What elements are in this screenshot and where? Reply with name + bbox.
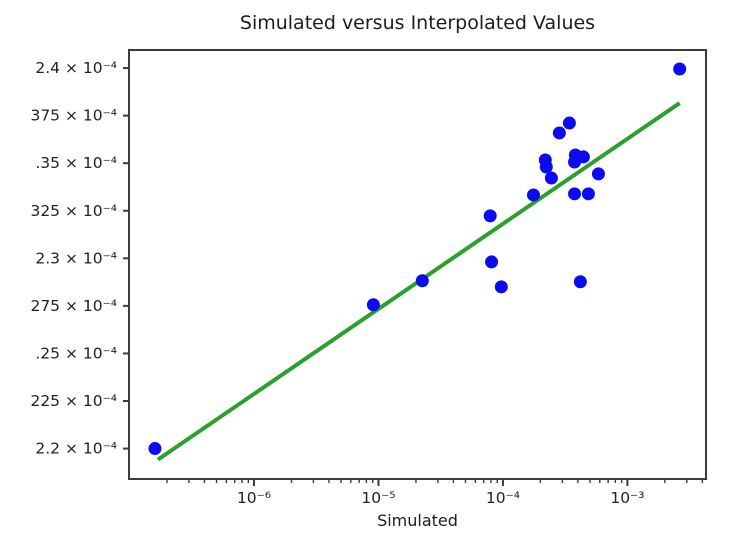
data-point <box>568 187 582 201</box>
data-point <box>485 255 499 269</box>
y-tick-label: 325 × 10⁻⁴ <box>30 202 117 220</box>
data-point <box>539 160 553 174</box>
data-point <box>415 274 429 288</box>
data-point <box>544 171 558 185</box>
data-point <box>148 442 162 456</box>
data-point <box>673 62 687 76</box>
data-point <box>591 167 605 181</box>
y-tick-label: .35 × 10⁻⁴ <box>35 154 117 172</box>
y-tick-label: .25 × 10⁻⁴ <box>35 344 117 362</box>
plot-border <box>128 49 707 480</box>
x-axis-label: Simulated <box>377 511 458 530</box>
x-tick-label: 10⁻³ <box>610 489 644 507</box>
y-tick-label: 375 × 10⁻⁴ <box>30 107 117 125</box>
y-tick-label: 2.2 × 10⁻⁴ <box>35 440 117 458</box>
data-point <box>366 298 380 312</box>
data-point <box>568 155 582 169</box>
data-point <box>526 188 540 202</box>
x-tick-label: 10⁻⁶ <box>237 489 271 507</box>
y-tick-label: 225 × 10⁻⁴ <box>30 392 117 410</box>
data-point <box>483 209 497 223</box>
chart-title: Simulated versus Interpolated Values <box>239 12 596 34</box>
data-point <box>562 116 576 130</box>
x-tick-label: 10⁻⁴ <box>486 489 520 507</box>
y-tick-label: 275 × 10⁻⁴ <box>30 297 117 315</box>
x-tick-label: 10⁻⁵ <box>361 489 395 507</box>
data-point <box>581 187 595 201</box>
data-point <box>573 275 587 289</box>
data-point <box>552 126 566 140</box>
data-point <box>494 280 508 294</box>
y-tick-label: 2.4 × 10⁻⁴ <box>35 59 117 77</box>
y-tick-label: 2.3 × 10⁻⁴ <box>35 249 117 267</box>
